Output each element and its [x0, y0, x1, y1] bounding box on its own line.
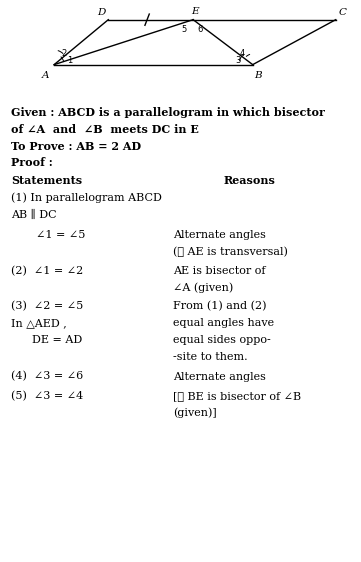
Text: 4: 4 — [240, 49, 245, 58]
Text: To Prove : AB = 2 AD: To Prove : AB = 2 AD — [11, 140, 141, 152]
Text: 6: 6 — [197, 25, 202, 34]
Text: of ∠A  and  ∠B  meets DC in E: of ∠A and ∠B meets DC in E — [11, 124, 199, 135]
Text: Proof :: Proof : — [11, 157, 53, 169]
Text: A: A — [42, 71, 49, 80]
Text: [∴ BE is bisector of ∠B: [∴ BE is bisector of ∠B — [173, 391, 301, 401]
Text: (2)  ∠1 = ∠2: (2) ∠1 = ∠2 — [11, 266, 83, 276]
Text: 3: 3 — [235, 56, 240, 65]
Text: AE is bisector of: AE is bisector of — [173, 266, 266, 276]
Text: 2: 2 — [62, 49, 67, 58]
Text: equal angles have: equal angles have — [173, 318, 274, 328]
Text: AB ∥ DC: AB ∥ DC — [11, 210, 56, 220]
Text: Alternate angles: Alternate angles — [173, 371, 266, 382]
Text: ∠A (given): ∠A (given) — [173, 283, 234, 293]
Text: equal sides oppo-: equal sides oppo- — [173, 335, 271, 345]
Text: 1: 1 — [67, 56, 72, 65]
Text: B: B — [254, 71, 262, 80]
Text: (4)  ∠3 = ∠6: (4) ∠3 = ∠6 — [11, 371, 83, 382]
Text: D: D — [97, 8, 106, 17]
Text: ∠1 = ∠5: ∠1 = ∠5 — [36, 230, 86, 240]
Text: (∴ AE is transversal): (∴ AE is transversal) — [173, 247, 288, 257]
Text: In △AED ,: In △AED , — [11, 318, 66, 328]
Text: (1) In parallelogram ABCD: (1) In parallelogram ABCD — [11, 193, 162, 203]
Text: 5: 5 — [182, 25, 187, 34]
Text: (5)  ∠3 = ∠4: (5) ∠3 = ∠4 — [11, 391, 83, 401]
Text: (given)]: (given)] — [173, 408, 217, 418]
Text: Reasons: Reasons — [224, 175, 276, 187]
Text: Given : ABCD is a parallelogram in which bisector: Given : ABCD is a parallelogram in which… — [11, 107, 325, 118]
Text: Alternate angles: Alternate angles — [173, 230, 266, 240]
Text: E: E — [191, 7, 199, 16]
Text: From (1) and (2): From (1) and (2) — [173, 301, 267, 311]
Text: Statements: Statements — [11, 175, 82, 187]
Text: DE = AD: DE = AD — [32, 335, 83, 345]
Text: C: C — [338, 8, 346, 17]
Text: (3)  ∠2 = ∠5: (3) ∠2 = ∠5 — [11, 301, 83, 311]
Text: -site to them.: -site to them. — [173, 352, 248, 362]
